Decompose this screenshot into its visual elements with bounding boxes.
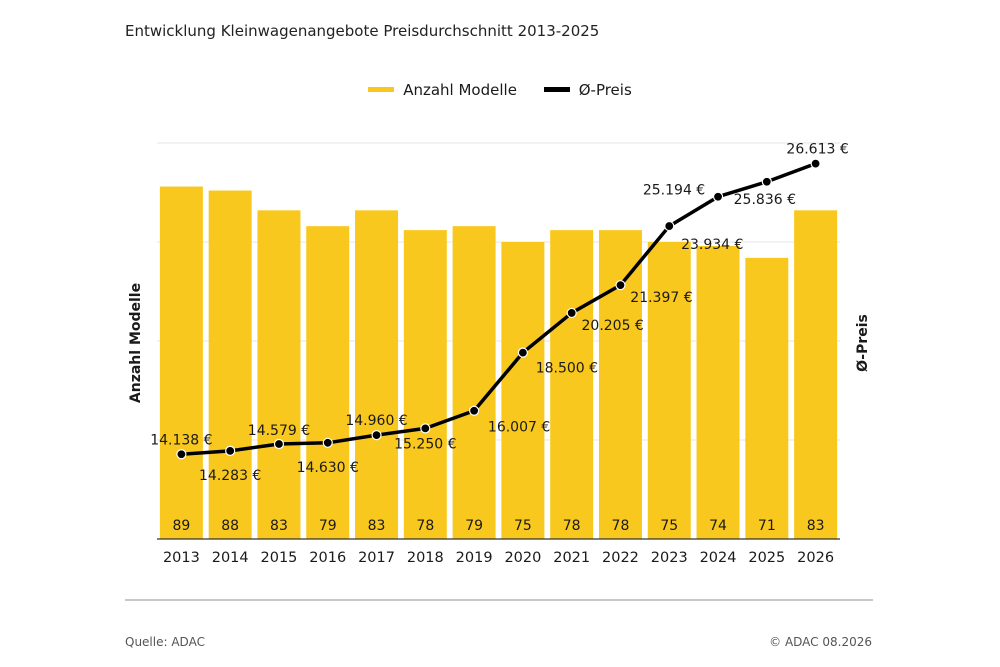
price-point bbox=[176, 449, 187, 460]
price-point bbox=[810, 158, 821, 169]
price-point bbox=[761, 176, 772, 187]
x-tick-label: 2015 bbox=[261, 550, 298, 566]
bar-value-label: 78 bbox=[563, 518, 581, 534]
x-tick-label: 2024 bbox=[700, 550, 737, 566]
x-tick-label: 2019 bbox=[456, 550, 493, 566]
price-value-label: 26.613 € bbox=[786, 142, 848, 158]
bar-value-label: 83 bbox=[368, 518, 386, 534]
x-tick-label: 2014 bbox=[212, 550, 249, 566]
bar bbox=[257, 210, 301, 539]
bar bbox=[745, 257, 789, 539]
bar bbox=[647, 242, 691, 539]
price-value-label: 25.836 € bbox=[734, 192, 796, 208]
price-point bbox=[225, 445, 236, 456]
source-note: Quelle: ADAC bbox=[125, 635, 205, 649]
price-point bbox=[615, 280, 626, 291]
price-value-label: 25.194 € bbox=[643, 183, 705, 199]
x-tick-label: 2013 bbox=[163, 550, 200, 566]
price-point bbox=[371, 430, 382, 441]
bar bbox=[208, 190, 252, 539]
bar-value-label: 79 bbox=[465, 518, 483, 534]
footer-divider bbox=[125, 599, 873, 601]
price-value-label: 14.630 € bbox=[297, 460, 359, 476]
legend-item-bars: Anzahl Modelle bbox=[368, 81, 517, 99]
y-axis-title-right: Ø-Preis bbox=[855, 314, 871, 372]
legend-label-line: Ø-Preis bbox=[578, 80, 632, 99]
bar-value-label: 88 bbox=[221, 518, 239, 534]
bar-value-label: 71 bbox=[758, 518, 776, 534]
price-point bbox=[712, 191, 724, 202]
bar-value-label: 89 bbox=[172, 518, 190, 534]
bar-value-label: 83 bbox=[807, 518, 825, 534]
bar-value-label: 78 bbox=[416, 518, 434, 534]
bar bbox=[696, 245, 740, 539]
price-value-label: 14.283 € bbox=[199, 468, 261, 484]
legend-swatch-bars bbox=[368, 87, 395, 92]
price-value-label: 18.500 € bbox=[536, 361, 598, 377]
x-tick-label: 2022 bbox=[602, 550, 639, 566]
price-line bbox=[181, 162, 817, 457]
price-value-label: 14.960 € bbox=[345, 413, 407, 429]
bar-value-label: 78 bbox=[612, 518, 630, 534]
price-value-label: 23.934 € bbox=[681, 237, 743, 253]
y-axis-title-left: Anzahl Modelle bbox=[128, 283, 144, 403]
copyright-note: © ADAC 08.2026 bbox=[769, 635, 872, 649]
price-value-label: 21.397 € bbox=[630, 290, 692, 306]
bar-value-label: 83 bbox=[270, 518, 288, 534]
bar-value-label: 79 bbox=[319, 518, 337, 534]
x-tick-label: 2026 bbox=[797, 550, 834, 566]
bar bbox=[159, 186, 203, 539]
price-point bbox=[664, 220, 675, 232]
chart-svg: 89 88 83 79 83 78 79 75 78 78 75 74 71 83 14.138 € 14.2… bbox=[128, 142, 871, 566]
bar bbox=[306, 226, 350, 539]
bar bbox=[452, 226, 496, 539]
price-point bbox=[566, 307, 577, 319]
bar bbox=[501, 242, 545, 539]
bar bbox=[355, 210, 399, 539]
bar-value-label: 75 bbox=[660, 518, 678, 534]
price-point bbox=[322, 437, 333, 448]
price-point bbox=[273, 438, 285, 450]
x-tick-label: 2016 bbox=[309, 550, 346, 566]
price-value-label: 14.579 € bbox=[248, 423, 310, 439]
price-value-label: 15.250 € bbox=[394, 436, 456, 452]
price-value-label: 16.007 € bbox=[488, 420, 550, 436]
x-tick-label: 2017 bbox=[358, 550, 395, 566]
legend-swatch-line bbox=[543, 87, 570, 92]
price-point bbox=[469, 405, 480, 416]
price-point bbox=[517, 347, 528, 358]
x-tick-label: 2018 bbox=[407, 550, 444, 566]
x-tick-label: 2025 bbox=[748, 550, 785, 566]
bar bbox=[403, 230, 447, 539]
legend-item-line: Ø-Preis bbox=[543, 80, 632, 99]
price-value-label: 20.205 € bbox=[582, 318, 644, 334]
bar bbox=[598, 230, 642, 539]
price-value-label: 14.138 € bbox=[150, 432, 212, 448]
bar-value-label: 74 bbox=[709, 518, 727, 534]
bar bbox=[794, 210, 838, 539]
x-tick-label: 2020 bbox=[504, 550, 541, 566]
legend: Anzahl Modelle Ø-Preis bbox=[0, 78, 1000, 99]
price-point bbox=[420, 423, 431, 434]
x-tick-label: 2021 bbox=[553, 550, 590, 566]
label-layer: 89 88 83 79 83 78 79 75 78 78 75 74 71 83 14.138 € 14.2… bbox=[150, 142, 849, 534]
legend-label-bars: Anzahl Modelle bbox=[403, 80, 517, 99]
x-tick-label: 2023 bbox=[651, 550, 688, 566]
bar bbox=[550, 230, 594, 539]
line-layer bbox=[176, 158, 821, 460]
chart-title: Entwicklung Kleinwagenangebote Preisdurc… bbox=[125, 22, 600, 40]
bar-value-label: 75 bbox=[514, 518, 532, 534]
axis-layer: 2013 2014 2015 2016 2017 2018 2019 2020 2021 2022… bbox=[128, 283, 871, 566]
